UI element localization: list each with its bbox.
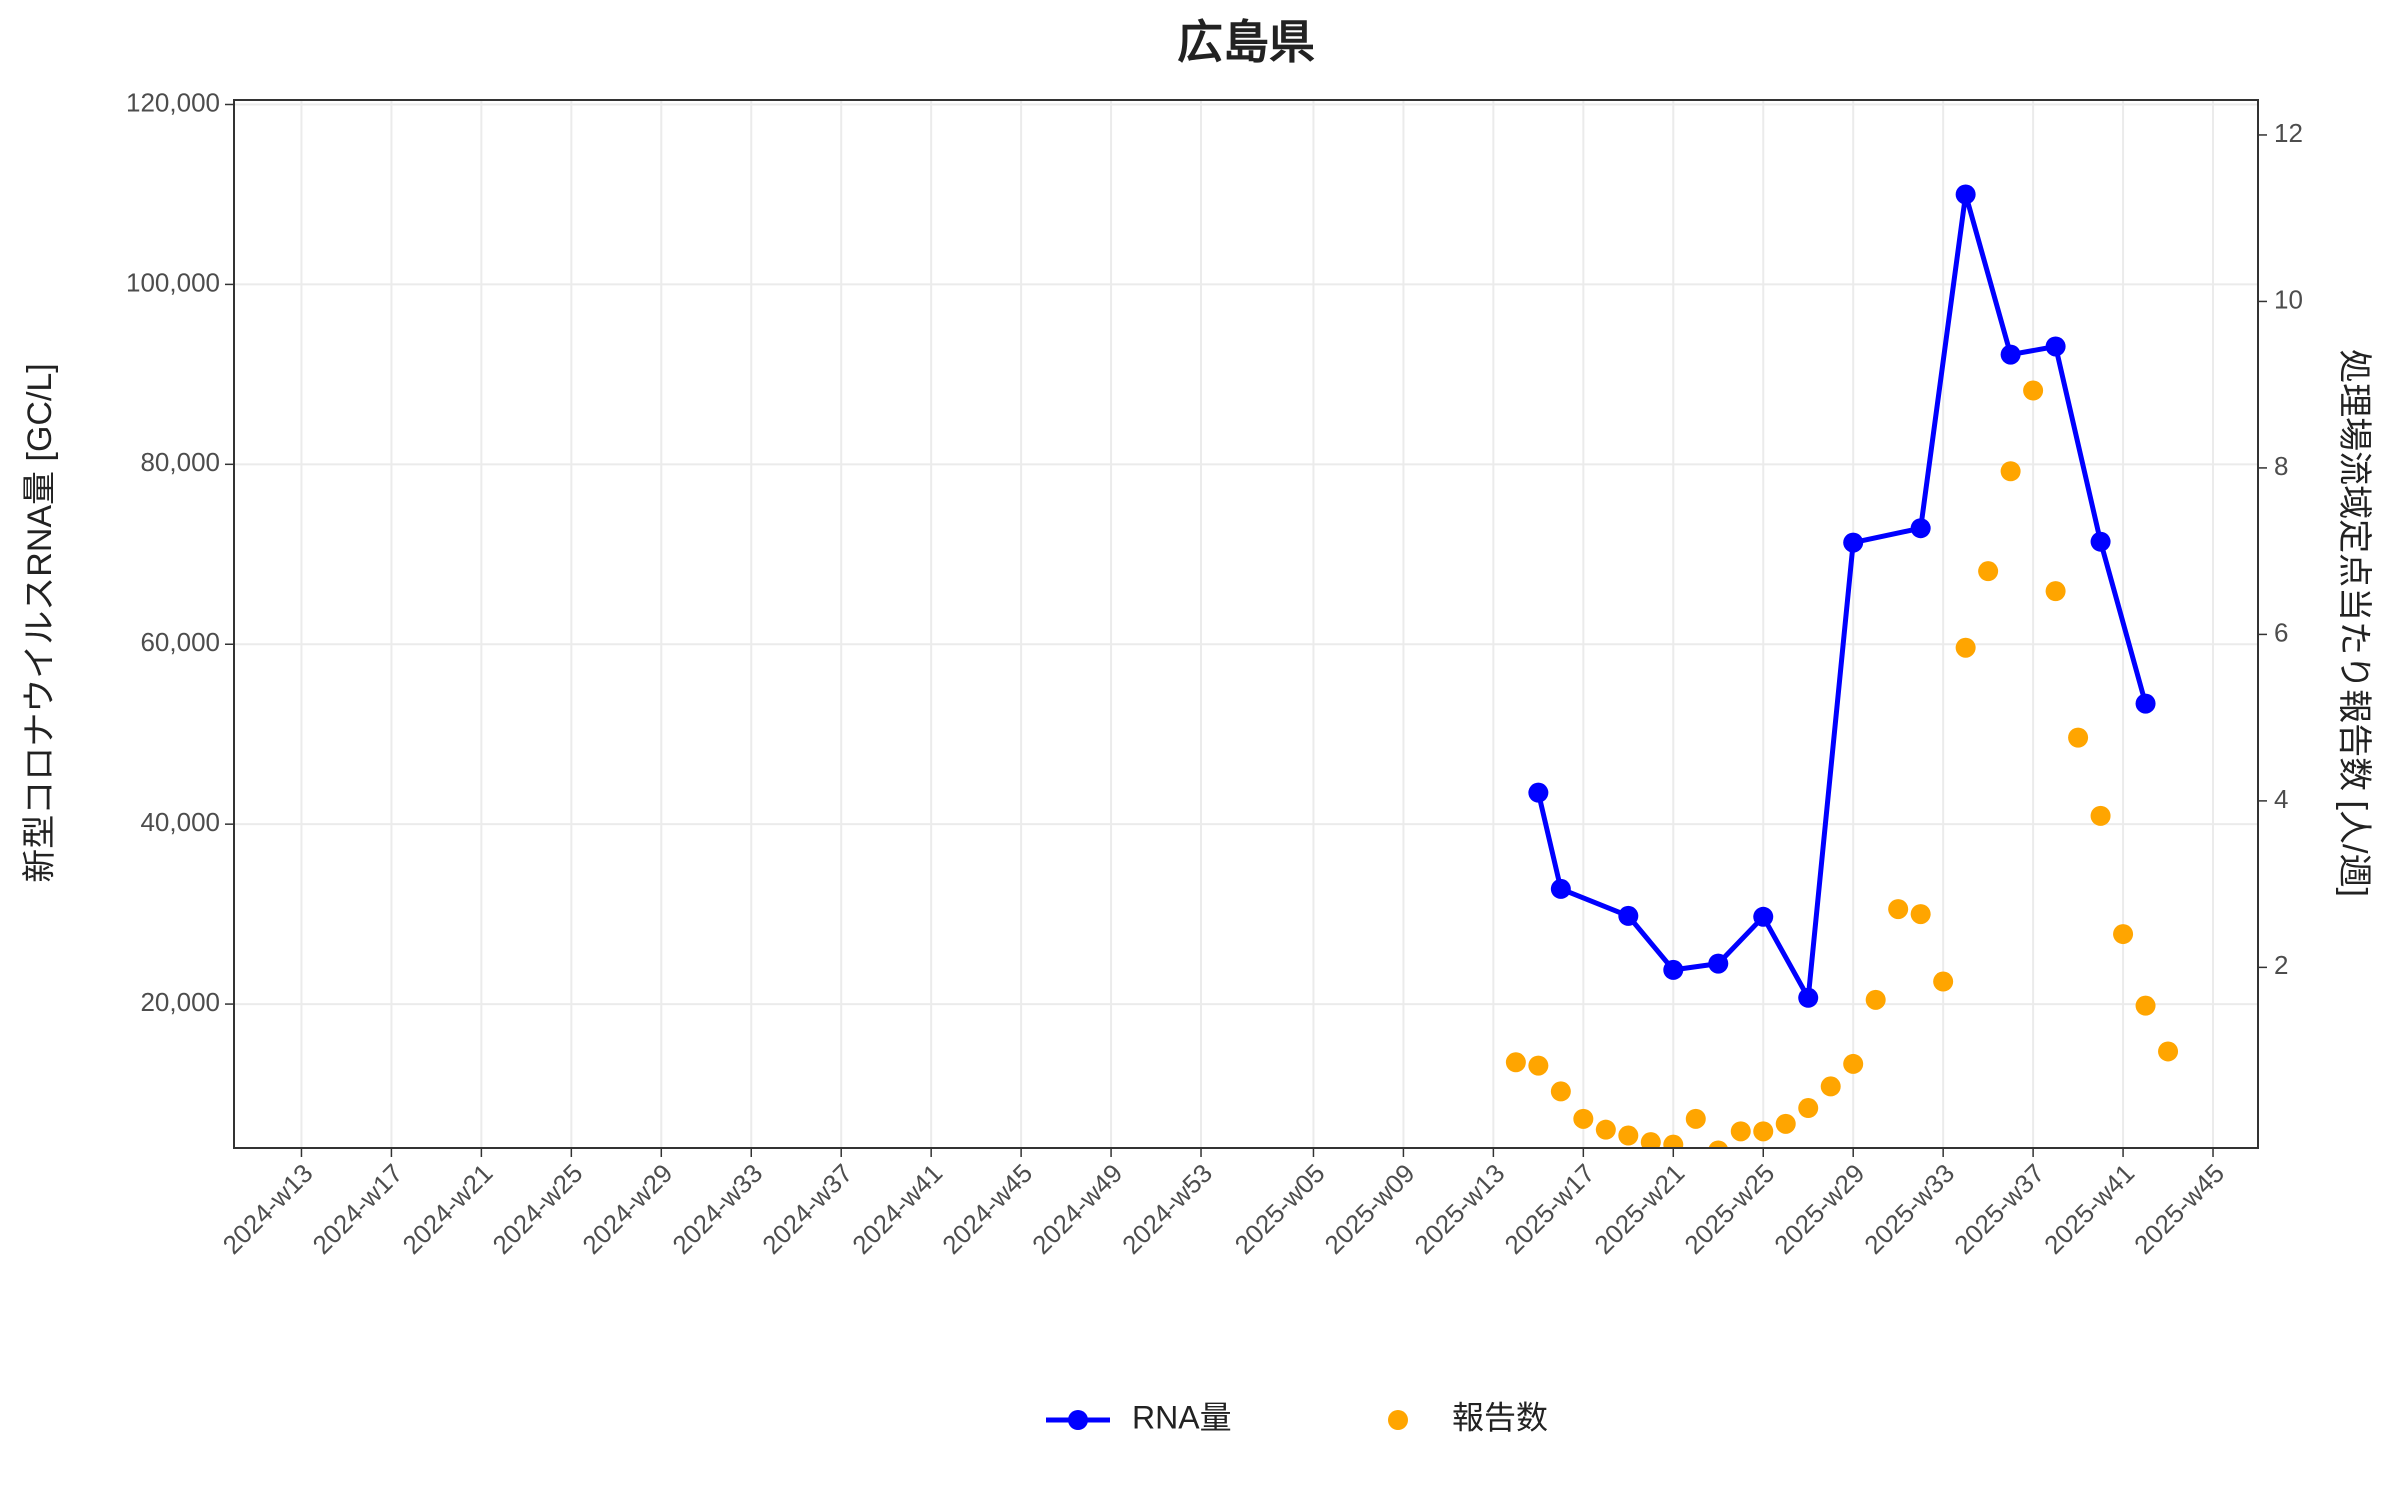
point (1730, 1121, 1751, 1142)
point (2000, 461, 2021, 482)
legend-marker (1388, 1410, 1408, 1430)
chart-title: 広島県 (1177, 16, 1315, 68)
point (1865, 989, 1886, 1010)
point (1528, 1055, 1549, 1076)
point (2000, 344, 2021, 365)
point (2135, 693, 2156, 714)
y2-tick-label: 8 (2274, 451, 2288, 481)
legend-label: RNA量 (1132, 1399, 1232, 1435)
point (1753, 1121, 1774, 1142)
y-tick-label: 20,000 (140, 987, 220, 1017)
point (1753, 906, 1774, 927)
point (1775, 1113, 1796, 1134)
point (1910, 904, 1931, 925)
y-tick-label: 40,000 (140, 807, 220, 837)
legend-label: 報告数 (1452, 1399, 1548, 1435)
point (2068, 727, 2089, 748)
y2-tick-label: 6 (2274, 617, 2288, 647)
point (1910, 518, 1931, 539)
y2-tick-label: 10 (2274, 284, 2303, 314)
point (1528, 782, 1549, 803)
point (1978, 561, 1999, 582)
plot-area (1505, 184, 2179, 1148)
point (2090, 805, 2111, 826)
point (2158, 1041, 2179, 1062)
point (1933, 971, 1954, 992)
point (1663, 959, 1684, 980)
y2-axis-title: 処理場流域定点当たり報告数 [人/週] (2335, 349, 2373, 897)
point (2090, 531, 2111, 552)
point (1955, 637, 1976, 658)
point (1820, 1076, 1841, 1097)
point (1798, 1098, 1819, 1119)
point (1618, 1125, 1639, 1146)
point (2045, 336, 2066, 357)
point (1505, 1052, 1526, 1073)
y-tick-label: 120,000 (126, 87, 220, 117)
point (1888, 899, 1909, 920)
point (1708, 953, 1729, 974)
point (2135, 995, 2156, 1016)
point (1618, 905, 1639, 926)
y2-tick-label: 12 (2274, 118, 2303, 148)
point (1708, 1140, 1728, 1148)
point (1685, 1108, 1706, 1129)
point (2113, 924, 2134, 945)
y2-tick-label: 4 (2274, 784, 2288, 814)
point (1843, 532, 1864, 553)
panel-border (233, 99, 2259, 1149)
y-axis-title: 新型コロナウイルスRNA量 [GC/L] (21, 363, 59, 882)
point (2045, 581, 2066, 602)
y-tick-label: 60,000 (140, 627, 220, 657)
y-tick-label: 80,000 (140, 447, 220, 477)
point (1550, 1081, 1571, 1102)
legend-marker (1068, 1410, 1088, 1430)
point (1550, 878, 1571, 899)
point (1595, 1119, 1616, 1140)
point (1640, 1132, 1661, 1148)
point (1955, 184, 1976, 205)
point (1573, 1108, 1594, 1129)
y2-tick-label: 2 (2274, 950, 2288, 980)
y-tick-label: 100,000 (126, 267, 220, 297)
point (1798, 987, 1819, 1008)
point (1843, 1053, 1864, 1074)
point (2023, 380, 2044, 401)
point (1663, 1134, 1684, 1148)
